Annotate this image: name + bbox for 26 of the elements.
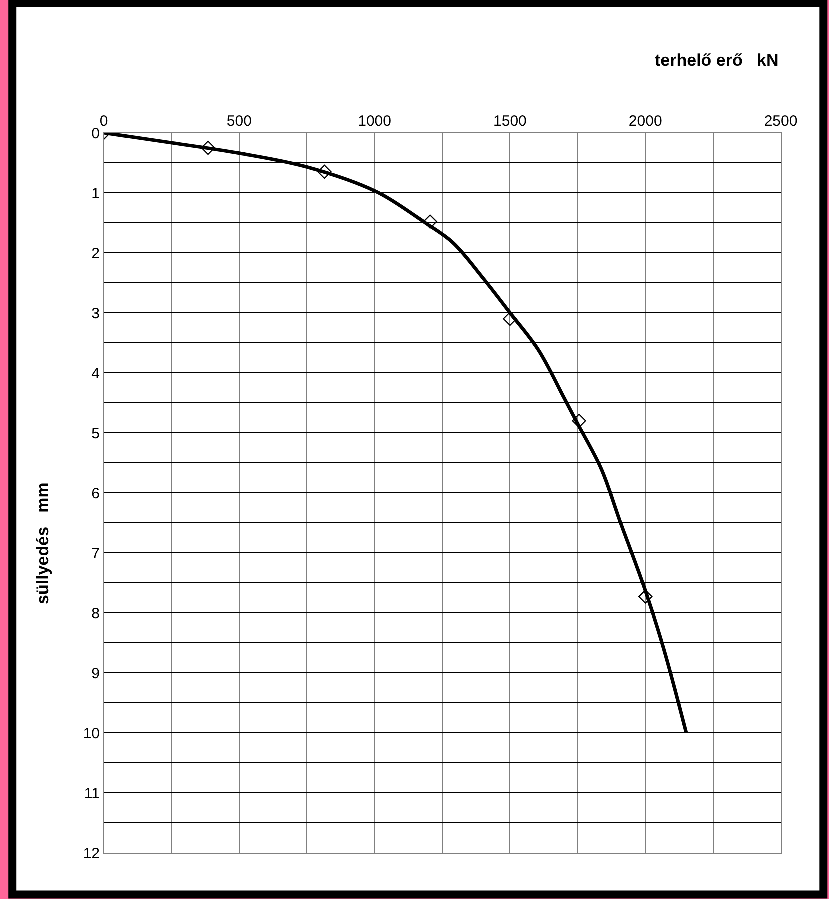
x-tick-label: 500 — [226, 113, 252, 130]
y-tick-label: 2 — [92, 245, 100, 262]
x-tick-label: 1500 — [494, 113, 527, 130]
y-tick-label: 11 — [84, 785, 100, 802]
point — [318, 164, 332, 180]
y-tick-label: 9 — [92, 665, 100, 682]
point — [572, 414, 586, 428]
y-tick-label: 1 — [92, 185, 100, 202]
y-axis-title: süllyedés mm — [34, 482, 53, 604]
point — [503, 312, 518, 326]
y-tick-label: 10 — [83, 725, 100, 742]
y-tick-label: 12 — [83, 845, 100, 862]
y-tick-label: 5 — [92, 425, 100, 442]
x-tick-label: 2000 — [628, 113, 662, 130]
y-tick-label: 6 — [92, 485, 100, 502]
y-tick-label: 4 — [92, 365, 100, 382]
point — [423, 214, 438, 229]
point — [201, 140, 216, 156]
x-tick-label: 2500 — [764, 113, 798, 130]
x-axis-title: terhelő erő kN — [655, 51, 779, 70]
y-tick-label: 7 — [92, 545, 100, 562]
y-tick-label: 8 — [92, 605, 100, 622]
x-tick-label: 1000 — [358, 113, 392, 130]
point — [638, 590, 653, 604]
y-tick-label: 3 — [92, 305, 100, 322]
y-tick-label: 0 — [92, 125, 100, 142]
